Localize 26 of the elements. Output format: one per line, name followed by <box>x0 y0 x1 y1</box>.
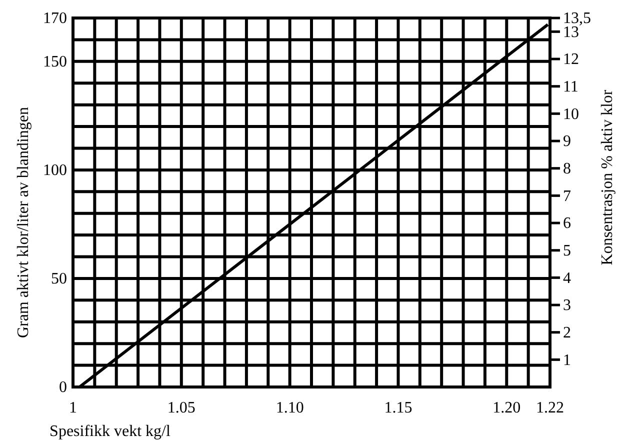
y-tick-label: 170 <box>43 10 67 28</box>
y2-tick-label: 6 <box>563 215 571 232</box>
y2-tick-label: 3 <box>563 297 571 314</box>
y2-tick-label: 2 <box>563 324 571 342</box>
y2-tick-label: 1 <box>563 352 571 369</box>
y-tick-label: 100 <box>43 162 67 180</box>
y2-tick-label: 9 <box>563 133 571 150</box>
y-tick-label: 50 <box>51 270 67 288</box>
y2-tick-label: 11 <box>563 78 578 96</box>
x-tick-label: 1.20 <box>492 399 521 416</box>
x-tick-label: 1 <box>69 399 77 416</box>
y2-tick-label: 5 <box>563 242 571 260</box>
x-tick-label: 1.22 <box>536 399 564 416</box>
y2-tick-label: 8 <box>563 160 571 178</box>
x-tick-label: 1.05 <box>167 399 196 416</box>
x-tick-label: 1.10 <box>276 399 304 416</box>
y2-tick-label: 10 <box>563 106 579 123</box>
y-tick-label: 150 <box>43 54 67 71</box>
y2-axis-title: Konsentrasjon % aktiv klor <box>599 89 616 266</box>
y2-tick-label: 4 <box>563 270 571 287</box>
y-tick-label: 0 <box>59 379 67 396</box>
x-tick-label: 1.15 <box>384 399 412 416</box>
y2-tick-label: 7 <box>563 188 571 205</box>
y-axis-title: Gram aktivt klor/liter av blandingen <box>15 106 32 338</box>
x-axis-title: Spesifikk vekt kg/l <box>50 423 171 440</box>
y2-tick-label: 12 <box>563 51 579 68</box>
